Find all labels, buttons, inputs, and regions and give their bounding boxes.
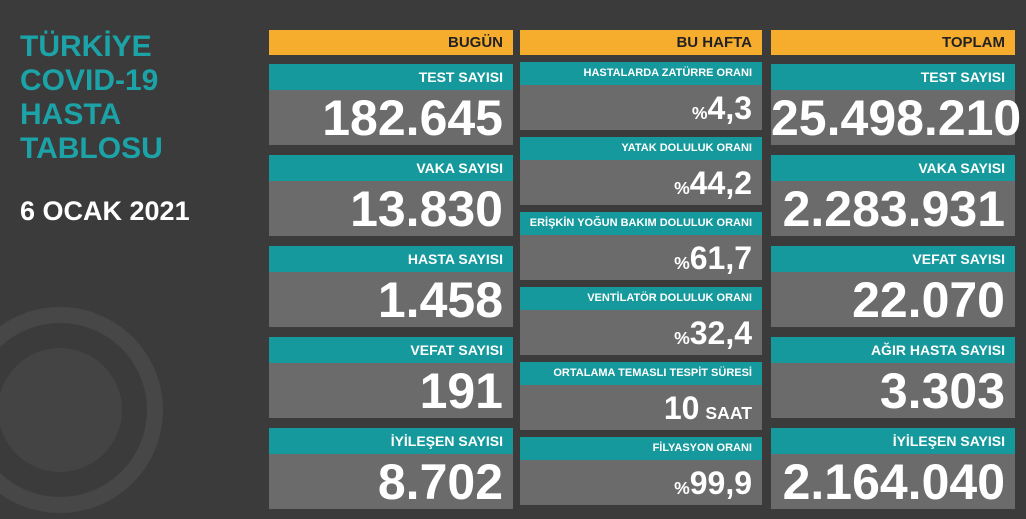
stat-value-box: 25.498.210 xyxy=(771,90,1021,146)
column-header: BUGÜN xyxy=(269,30,513,55)
value-prefix: % xyxy=(674,328,690,348)
stat-label: İYİLEŞEN SAYISI xyxy=(771,428,1015,454)
stat-value: 2.283.931 xyxy=(782,181,1005,237)
stat-value-box: %99,9 xyxy=(520,460,762,505)
stat-value: 4,3 xyxy=(707,90,752,126)
stat-label: İYİLEŞEN SAYISI xyxy=(269,428,513,454)
stat-label: ORTALAMA TEMASLI TESPİT SÜRESİ xyxy=(520,362,762,385)
title: TÜRKİYE COVID-19 HASTA TABLOSU xyxy=(20,30,163,166)
column-header: TOPLAM xyxy=(771,30,1015,55)
stat-value: 10 xyxy=(663,390,700,426)
stat-label: FİLYASYON ORANI xyxy=(520,437,762,460)
stat-value-box: %32,4 xyxy=(520,310,762,355)
stat-value: 61,7 xyxy=(689,240,752,276)
stat-label: VEFAT SAYISI xyxy=(269,337,513,363)
stat-value-box: %61,7 xyxy=(520,235,762,280)
stat-value-box: 3.303 xyxy=(771,363,1015,419)
stat-value-box: 22.070 xyxy=(771,272,1015,328)
stat-value-box: 8.702 xyxy=(269,454,513,510)
stat-value: 191 xyxy=(419,363,503,419)
stat-value-box: 1.458 xyxy=(269,272,513,328)
stat-label: TEST SAYISI xyxy=(269,64,513,90)
stat-value: 22.070 xyxy=(852,272,1005,328)
stat-label: ERİŞKİN YOĞUN BAKIM DOLULUK ORANI xyxy=(520,212,762,235)
value-unit: SAAT xyxy=(705,403,752,423)
stat-label: VENTİLATÖR DOLULUK ORANI xyxy=(520,287,762,310)
stat-value-box: 191 xyxy=(269,363,513,419)
stat-label: HASTALARDA ZATÜRRE ORANI xyxy=(520,62,762,85)
stat-label: AĞIR HASTA SAYISI xyxy=(771,337,1015,363)
stat-value: 32,4 xyxy=(689,315,752,351)
title-line: TÜRKİYE xyxy=(20,30,152,63)
stat-value: 182.645 xyxy=(322,90,503,146)
stat-value-box: 10 SAAT xyxy=(520,385,762,430)
stat-label: YATAK DOLULUK ORANI xyxy=(520,137,762,160)
title-line: COVID-19 xyxy=(20,64,159,97)
stat-value: 44,2 xyxy=(689,165,752,201)
value-prefix: % xyxy=(674,178,690,198)
stat-value-box: 13.830 xyxy=(269,181,513,237)
stat-label: HASTA SAYISI xyxy=(269,246,513,272)
value-prefix: % xyxy=(674,253,690,273)
column-header: BU HAFTA xyxy=(520,30,762,55)
stat-label: VEFAT SAYISI xyxy=(771,246,1015,272)
stat-value-box: 2.283.931 xyxy=(771,181,1015,237)
stat-label: VAKA SAYISI xyxy=(269,155,513,181)
stat-value: 13.830 xyxy=(350,181,503,237)
stat-value: 8.702 xyxy=(377,454,503,510)
stat-value: 1.458 xyxy=(377,272,503,328)
emblem-watermark xyxy=(0,307,163,513)
stat-value: 2.164.040 xyxy=(782,454,1005,510)
stat-value: 25.498.210 xyxy=(771,90,1022,146)
stat-value: 99,9 xyxy=(689,465,752,501)
stat-label: VAKA SAYISI xyxy=(771,155,1015,181)
title-line: TABLOSU xyxy=(20,132,163,165)
stat-value-box: %4,3 xyxy=(520,85,762,130)
stat-label: TEST SAYISI xyxy=(771,64,1015,90)
stat-value-box: 182.645 xyxy=(269,90,513,146)
stat-value-box: 2.164.040 xyxy=(771,454,1015,510)
value-prefix: % xyxy=(674,478,690,498)
stat-value: 3.303 xyxy=(879,363,1005,419)
value-prefix: % xyxy=(691,103,708,123)
stat-value-box: %44,2 xyxy=(520,160,762,205)
date: 6 OCAK 2021 xyxy=(20,196,190,226)
title-line: HASTA xyxy=(20,98,122,131)
